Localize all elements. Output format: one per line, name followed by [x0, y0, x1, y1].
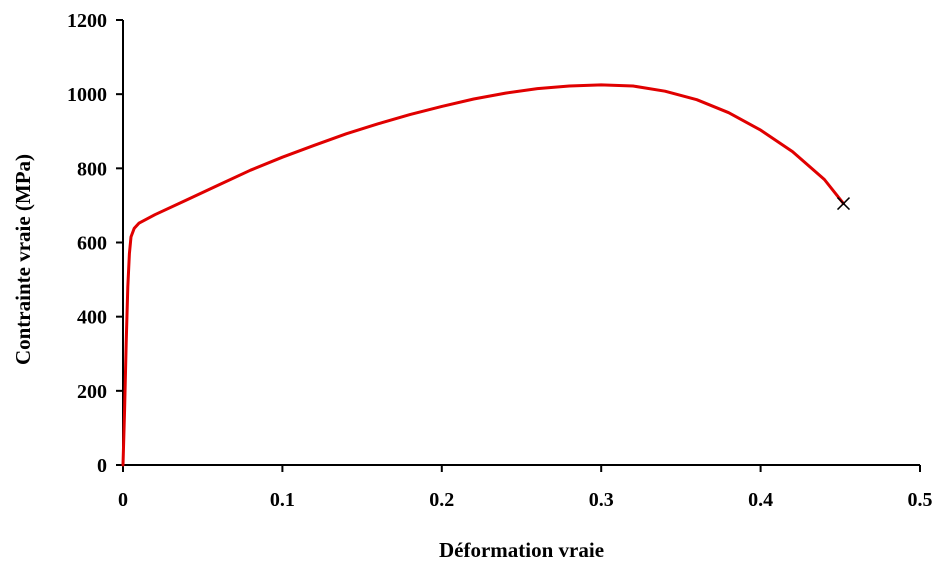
y-tick-label: 400	[77, 307, 107, 329]
series-layer	[121, 83, 845, 467]
y-axis-ticks: 0 200 400 600 800 1000 1200	[67, 10, 123, 477]
y-tick-label: 1000	[67, 84, 107, 106]
y-tick-label: 600	[77, 233, 107, 255]
y-tick-label: 1200	[67, 10, 107, 32]
y-tick-label: 0	[97, 455, 107, 477]
x-tick-label: 0.3	[589, 489, 614, 511]
x-axis-title: Déformation vraie	[439, 538, 604, 562]
x-axis-ticks: 0 0.1 0.2 0.3 0.4 0.5	[118, 465, 933, 511]
fracture-point-marker	[836, 197, 851, 211]
x-tick-label: 0.1	[270, 489, 295, 511]
x-tick-label: 0.2	[429, 489, 454, 511]
y-tick-label: 800	[77, 158, 107, 180]
x-tick-label: 0.5	[908, 489, 933, 511]
y-axis-title: Contrainte vraie (MPa)	[11, 154, 35, 365]
x-tick-label: 0.4	[748, 489, 773, 511]
stress-strain-curve	[121, 83, 845, 467]
end-marker-layer	[836, 197, 851, 211]
x-tick-label: 0	[118, 489, 128, 511]
y-tick-label: 200	[77, 381, 107, 403]
